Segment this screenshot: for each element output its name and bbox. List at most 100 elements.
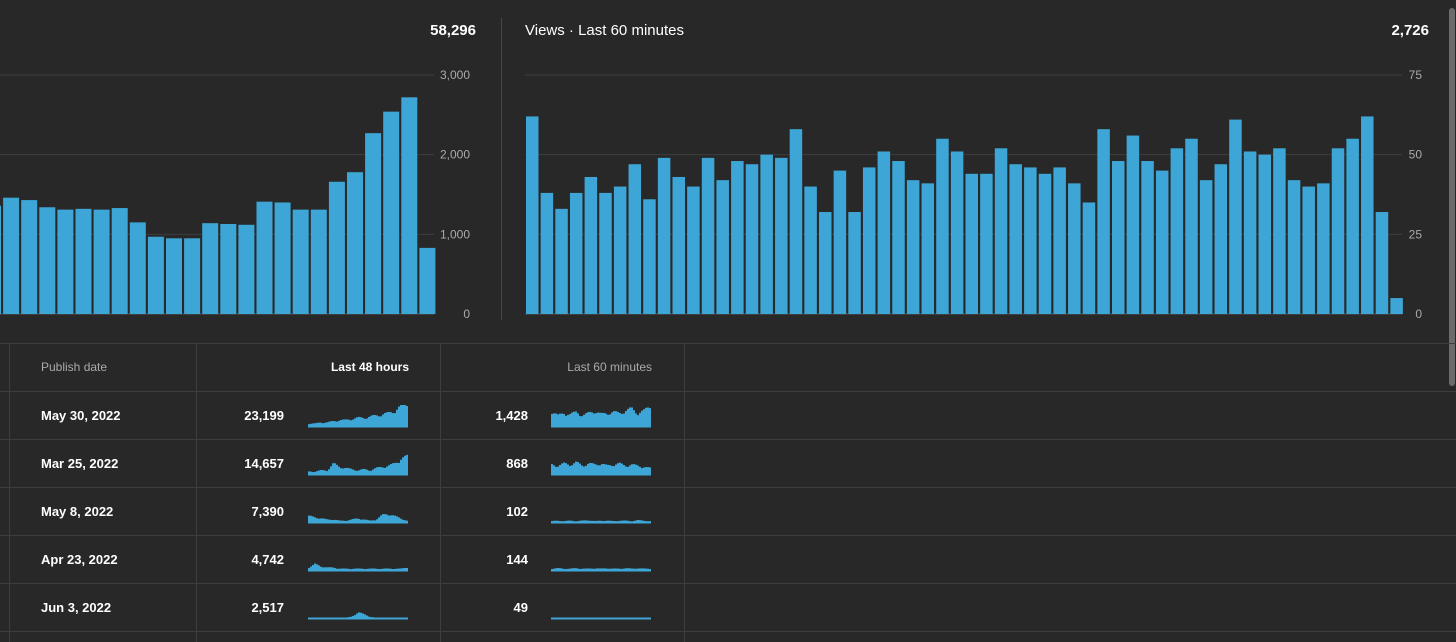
publish-date: Jun 3, 2022 xyxy=(41,600,112,615)
sparkline-bar xyxy=(573,568,575,571)
sparkline-bar xyxy=(334,421,336,427)
sparkline-bar xyxy=(312,564,314,571)
sparkline-bar xyxy=(585,568,587,571)
sparkline-bar xyxy=(386,617,388,619)
sparkline-bar xyxy=(326,567,328,571)
bar xyxy=(862,167,876,314)
bar xyxy=(584,176,598,314)
sparkline-bar xyxy=(398,617,400,619)
sparkline-bar xyxy=(314,517,316,523)
sparkline-bar xyxy=(348,520,350,523)
sparkline-bar xyxy=(386,514,388,523)
sparkline-bar xyxy=(565,617,567,619)
sparkline-bar xyxy=(567,617,569,619)
sparkline-bar xyxy=(613,466,615,475)
sparkline-bar xyxy=(581,617,583,619)
sparkline-bar xyxy=(627,408,629,427)
sparkline-bar xyxy=(637,520,639,523)
sparkline-bar xyxy=(390,412,392,427)
sparkline-bar xyxy=(316,471,318,475)
sparkline-bar xyxy=(553,617,555,619)
sparkline-bar xyxy=(625,411,627,427)
sparkline-bar xyxy=(344,419,346,427)
sparkline-bar xyxy=(386,412,388,427)
sparkline-bar xyxy=(601,520,603,523)
sparkline-bar xyxy=(649,408,651,427)
sparkline-bar xyxy=(368,616,370,619)
sparkline-bar xyxy=(597,617,599,619)
sparkline-bar xyxy=(394,515,396,523)
sparkline-bar xyxy=(613,617,615,619)
sparkline-bar xyxy=(629,568,631,571)
bar xyxy=(1097,129,1110,314)
sparkline-bar xyxy=(625,466,627,475)
sparkline-bar xyxy=(380,617,382,619)
sparkline-bar xyxy=(615,521,617,523)
sparkline-bar xyxy=(370,415,372,427)
row-divider xyxy=(0,631,1456,632)
sparkline-bar xyxy=(603,463,605,475)
sparkline-bar xyxy=(601,568,603,571)
sparkline-bar xyxy=(575,568,577,571)
sparkline-bar xyxy=(338,466,340,475)
sparkline-bar xyxy=(575,521,577,523)
sparkline-bar xyxy=(360,469,362,475)
sparkline-bar xyxy=(591,568,593,571)
sparkline-bar xyxy=(627,568,629,571)
bar xyxy=(965,173,978,314)
sparkline-bar xyxy=(585,413,587,427)
views-48h: 14,657 xyxy=(244,456,284,471)
bar xyxy=(980,173,993,314)
y-tick-label: 0 xyxy=(463,307,470,321)
sparkline-bar xyxy=(404,455,406,475)
sparkline-bar xyxy=(623,520,625,523)
sparkline-bar xyxy=(334,519,336,523)
bar xyxy=(202,223,219,314)
sparkline-bar xyxy=(647,521,649,523)
right-chart-title: Views · Last 60 minutes xyxy=(525,22,684,39)
bar xyxy=(111,208,128,314)
sparkline-bar xyxy=(599,412,601,427)
y-tick-label: 25 xyxy=(1409,227,1423,241)
sparkline-bar xyxy=(350,420,352,427)
sparkline-bar xyxy=(340,568,342,571)
sparkline-bar xyxy=(641,410,643,427)
bar xyxy=(1229,119,1242,314)
bar xyxy=(731,161,744,314)
sparkline-bar xyxy=(324,422,326,427)
sparkline-bar xyxy=(364,614,366,619)
row-divider xyxy=(0,487,1456,488)
bar xyxy=(274,202,291,314)
sparkline-bar xyxy=(372,469,374,475)
sparkline-bar xyxy=(571,617,573,619)
sparkline-bar xyxy=(344,617,346,619)
bar xyxy=(292,209,309,314)
sparkline-bar xyxy=(400,459,402,475)
header-last-48-hours[interactable]: Last 48 hours xyxy=(330,360,409,374)
sparkline-bar xyxy=(356,613,358,619)
bar xyxy=(1155,170,1169,314)
header-last-60-minutes[interactable]: Last 60 minutes xyxy=(567,360,652,374)
sparkline-bar xyxy=(557,414,559,427)
sparkline-bar xyxy=(356,568,358,571)
sparkline-bar xyxy=(569,568,571,571)
sparkline-bar xyxy=(583,466,585,475)
sparkline-bar xyxy=(330,567,332,571)
bar xyxy=(760,154,773,314)
sparkline-bar xyxy=(633,568,635,571)
sparkline-bar xyxy=(380,515,382,523)
bar xyxy=(1024,167,1037,314)
sparkline-bar xyxy=(388,617,390,619)
sparkline-bar xyxy=(342,520,344,523)
scrollbar-thumb[interactable] xyxy=(1449,8,1455,386)
sparkline-bar xyxy=(378,466,380,475)
sparkline-bar xyxy=(338,520,340,523)
sparkline-bar xyxy=(322,567,324,571)
sparkline-bar xyxy=(647,617,649,619)
sparkline-bar xyxy=(579,520,581,523)
sparkline-bar xyxy=(360,612,362,619)
bar xyxy=(383,111,400,314)
header-publish-date[interactable]: Publish date xyxy=(41,360,108,374)
sparkline-bar xyxy=(362,568,364,571)
sparkline-bar xyxy=(370,617,372,619)
